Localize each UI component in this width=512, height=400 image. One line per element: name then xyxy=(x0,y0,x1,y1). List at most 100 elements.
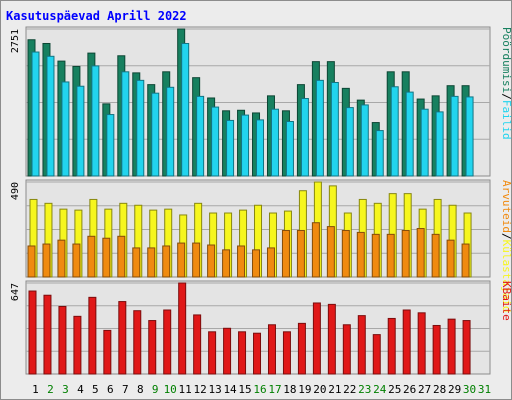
x-tick-label-29: 29 xyxy=(448,383,461,396)
x-tick-label-30: 30 xyxy=(463,383,476,396)
legend-entry: Failid xyxy=(500,100,512,140)
bar-kbaite-day-16 xyxy=(253,332,262,375)
bar-arvuteid-day-27 xyxy=(416,228,425,278)
bar-kbaite-day-29 xyxy=(447,318,456,375)
bar-kbaite-day-13 xyxy=(208,331,217,375)
x-tick-label-7: 7 xyxy=(122,383,129,396)
chart-title: Kasutuspäevad Aprill 2022 xyxy=(6,9,187,23)
bar-failid-day-15 xyxy=(241,114,250,177)
bar-failid-day-11 xyxy=(181,42,190,177)
x-tick-label-8: 8 xyxy=(137,383,144,396)
bar-kbaite-day-23 xyxy=(357,315,366,375)
bar-kbaite-day-1 xyxy=(28,290,37,375)
bar-failid-day-17 xyxy=(270,108,279,177)
bar-arvuteid-day-13 xyxy=(207,244,216,278)
bar-kbaite-day-5 xyxy=(88,296,97,375)
bar-kbaite-day-25 xyxy=(387,317,396,375)
bar-failid-day-12 xyxy=(196,95,205,177)
bar-arvuteid-day-7 xyxy=(117,235,126,278)
x-tick-label-1: 1 xyxy=(32,383,39,396)
x-tick-label-27: 27 xyxy=(418,383,431,396)
y-tick-label: 2751 xyxy=(10,29,21,53)
bar-failid-day-28 xyxy=(435,111,444,177)
x-tick-label-21: 21 xyxy=(328,383,341,396)
bar-failid-day-24 xyxy=(375,130,384,177)
panel-legend: Arvuteid/Külastajaid xyxy=(500,180,512,312)
bar-kbaite-day-30 xyxy=(462,320,471,375)
bar-arvuteid-day-12 xyxy=(192,242,201,278)
bar-kbaite-day-19 xyxy=(297,322,306,375)
bar-failid-day-30 xyxy=(465,96,474,177)
bar-arvuteid-day-23 xyxy=(356,231,365,278)
bar-failid-day-23 xyxy=(360,104,369,177)
x-axis-labels: 1 2 3 4 5 6 7 8 9 10 11 12 13 14 15 16 17 18 19 20 21 22 23 24 2… xyxy=(32,383,491,396)
bar-kbaite-day-27 xyxy=(417,312,426,375)
panel-legend: Pöördumisi/Failid xyxy=(500,27,512,140)
bar-arvuteid-day-18 xyxy=(281,229,290,278)
bar-kbaite-day-3 xyxy=(58,305,67,375)
bar-kbaite-day-9 xyxy=(148,320,157,375)
bar-failid-day-25 xyxy=(390,86,399,177)
bar-arvuteid-day-22 xyxy=(341,229,350,278)
bar-failid-day-7 xyxy=(121,71,130,177)
x-tick-label-5: 5 xyxy=(92,383,99,396)
x-tick-label-25: 25 xyxy=(388,383,401,396)
bar-kbaite-day-14 xyxy=(223,327,232,375)
x-tick-label-16: 16 xyxy=(253,383,266,396)
bar-arvuteid-day-19 xyxy=(296,229,305,278)
x-tick-label-14: 14 xyxy=(223,383,237,396)
legend-entry: / xyxy=(500,233,512,240)
bar-kbaite-day-22 xyxy=(342,324,351,375)
bar-failid-day-26 xyxy=(405,91,414,177)
bar-kbaite-day-15 xyxy=(238,331,247,375)
bar-failid-day-4 xyxy=(76,85,85,177)
bar-arvuteid-day-30 xyxy=(461,243,470,278)
x-tick-label-4: 4 xyxy=(77,383,84,396)
x-tick-label-23: 23 xyxy=(358,383,371,396)
bar-arvuteid-day-28 xyxy=(431,233,440,278)
bar-failid-day-2 xyxy=(46,55,55,177)
legend-entry: / xyxy=(500,93,512,100)
x-tick-label-22: 22 xyxy=(343,383,356,396)
bar-kbaite-day-11 xyxy=(178,282,187,375)
y-tick-label: 647 xyxy=(10,283,21,301)
x-tick-label-6: 6 xyxy=(107,383,114,396)
bar-kbaite-day-17 xyxy=(267,324,276,375)
bar-kbaite-day-12 xyxy=(193,314,202,375)
legend-entry: Pöördumisi xyxy=(500,27,512,93)
x-tick-label-9: 9 xyxy=(152,383,159,396)
bar-failid-day-3 xyxy=(61,81,70,177)
bar-failid-day-27 xyxy=(420,108,429,177)
bar-kbaite-day-26 xyxy=(402,309,411,375)
bar-failid-day-16 xyxy=(256,119,265,177)
bar-arvuteid-day-3 xyxy=(57,239,66,278)
x-tick-label-15: 15 xyxy=(238,383,251,396)
bar-arvuteid-day-9 xyxy=(147,247,156,278)
x-tick-label-12: 12 xyxy=(194,383,207,396)
bar-failid-day-1 xyxy=(31,51,40,177)
x-tick-label-18: 18 xyxy=(283,383,296,396)
bar-failid-day-21 xyxy=(330,81,339,177)
bar-arvuteid-day-16 xyxy=(252,249,261,278)
bar-failid-day-10 xyxy=(166,86,175,177)
bar-failid-day-18 xyxy=(285,120,294,177)
bar-kbaite-day-2 xyxy=(43,294,52,375)
bar-arvuteid-day-1 xyxy=(27,245,36,278)
chart-panel-2: 490 Arvuteid/Külastajaid xyxy=(10,179,512,312)
bar-arvuteid-day-25 xyxy=(386,233,395,278)
x-tick-label-3: 3 xyxy=(62,383,69,396)
bar-arvuteid-day-8 xyxy=(132,247,141,278)
x-tick-label-24: 24 xyxy=(373,383,387,396)
bar-arvuteid-day-21 xyxy=(326,226,335,278)
bar-failid-day-20 xyxy=(315,79,324,177)
x-tick-label-2: 2 xyxy=(47,383,54,396)
bar-failid-day-29 xyxy=(450,95,459,177)
bar-failid-day-6 xyxy=(106,114,115,177)
bar-arvuteid-day-2 xyxy=(42,243,51,278)
legend-entry: KBaite xyxy=(500,281,512,321)
bar-failid-day-9 xyxy=(151,92,160,177)
bar-failid-day-14 xyxy=(226,119,235,177)
y-tick-label: 490 xyxy=(10,182,21,200)
legend-entry: Külastajaid xyxy=(500,240,512,313)
